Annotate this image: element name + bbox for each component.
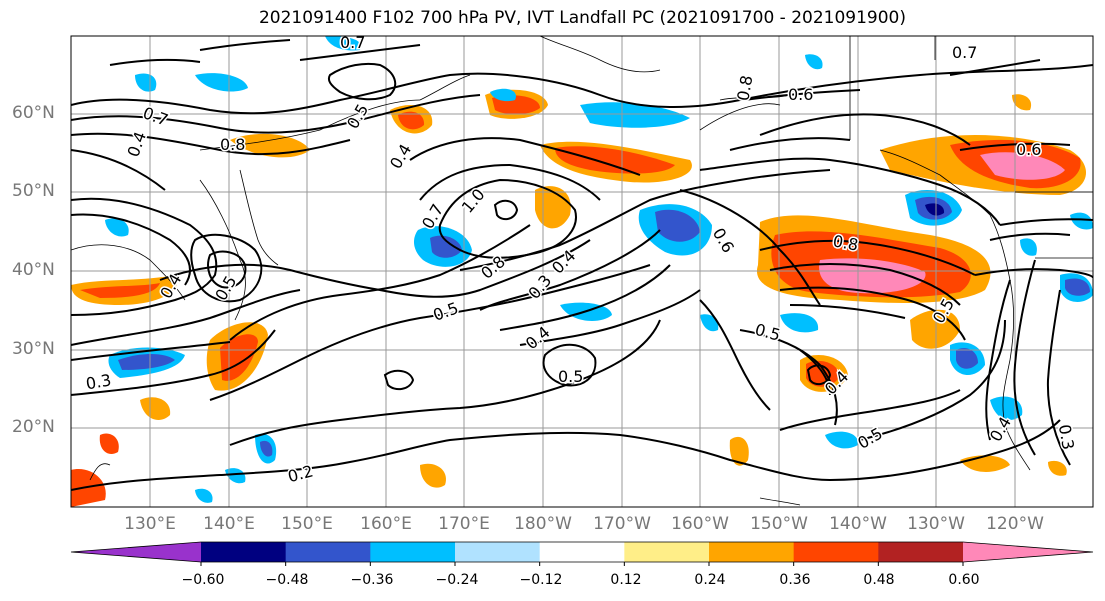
- lon-label: 130°E: [124, 514, 176, 534]
- contour-label: 0.6: [788, 85, 813, 104]
- map-frame: [70, 35, 1094, 508]
- colorbar-tick-label: −0.12: [519, 572, 563, 588]
- colorbar-segment: [878, 542, 964, 562]
- contour-label: 0.5: [431, 298, 461, 325]
- lon-label: 160°E: [360, 514, 412, 534]
- lat-label-50n: 50°N: [12, 181, 55, 201]
- contour-label: 0.7: [952, 43, 977, 62]
- lat-label-30n: 30°N: [12, 339, 55, 359]
- contour-label: 1.0: [458, 185, 489, 217]
- shaded-anomalies: [71, 36, 1093, 507]
- colorbar-segment: [370, 542, 456, 562]
- lat-label-20n: 20°N: [12, 417, 55, 437]
- lon-label: 140°E: [203, 514, 255, 534]
- map-title: 2021091400 F102 700 hPa PV, IVT Landfall…: [258, 8, 906, 28]
- contour-label: 0.5: [558, 367, 583, 386]
- lat-label-60n: 60°N: [12, 103, 55, 123]
- colorbar-tick-label: 0.12: [610, 572, 642, 588]
- colorbar-extend-high: [963, 542, 1093, 562]
- colorbar-segment: [793, 542, 879, 562]
- colorbar-segment: [285, 542, 371, 562]
- lon-label: 170°E: [438, 514, 490, 534]
- contour-label: 0.6: [709, 225, 738, 257]
- contour-label: 0.6: [1016, 140, 1041, 159]
- contour-label: 0.4: [522, 322, 554, 353]
- lon-label: 180°W: [514, 514, 572, 534]
- lon-label: 160°W: [671, 514, 729, 534]
- colorbar-segment: [624, 542, 710, 562]
- contour-label: 0.4: [124, 129, 151, 159]
- colorbar-segment: [201, 542, 287, 562]
- lon-label: 170°W: [593, 514, 651, 534]
- contour-label: 0.4: [548, 246, 579, 277]
- colorbar-tick-label: −0.60: [181, 572, 225, 588]
- colorbar-tick-label: 0.36: [779, 572, 811, 588]
- contour-label: 0.2: [286, 461, 316, 486]
- colorbar-tick-label: −0.48: [265, 572, 309, 588]
- pv-contours: [71, 39, 1093, 491]
- colorbar-tick-label: 0.24: [694, 572, 726, 588]
- lat-label-40n: 40°N: [12, 260, 55, 280]
- contour-label: 0.3: [1055, 423, 1078, 451]
- contour-label: 0.7: [140, 103, 170, 130]
- colorbar: [70, 541, 1094, 566]
- contour-label: 0.8: [831, 231, 859, 254]
- contour-label: 0.7: [340, 33, 365, 52]
- colorbar-tick-label: −0.36: [350, 572, 394, 588]
- graticule: [71, 36, 1093, 507]
- lon-label: 150°W: [750, 514, 808, 534]
- colorbar-tick-label: 0.60: [948, 572, 980, 588]
- contour-label: 0.5: [753, 320, 783, 345]
- colorbar-segment: [455, 542, 541, 562]
- colorbar-tick-label: 0.48: [863, 572, 895, 588]
- lon-label: 150°E: [281, 514, 333, 534]
- colorbar-segment: [709, 542, 795, 562]
- colorbar-extend-low: [71, 542, 201, 562]
- contour-label: 0.5: [343, 101, 372, 133]
- contour-label: 0.3: [84, 370, 112, 393]
- colorbar-segment: [539, 542, 625, 562]
- lon-label: 130°W: [907, 514, 965, 534]
- lon-label: 120°W: [986, 514, 1044, 534]
- contour-label: 0.8: [220, 135, 245, 154]
- contour-label: 0.4: [386, 141, 415, 173]
- lon-label: 140°W: [829, 514, 887, 534]
- colorbar-tick-label: −0.24: [435, 572, 479, 588]
